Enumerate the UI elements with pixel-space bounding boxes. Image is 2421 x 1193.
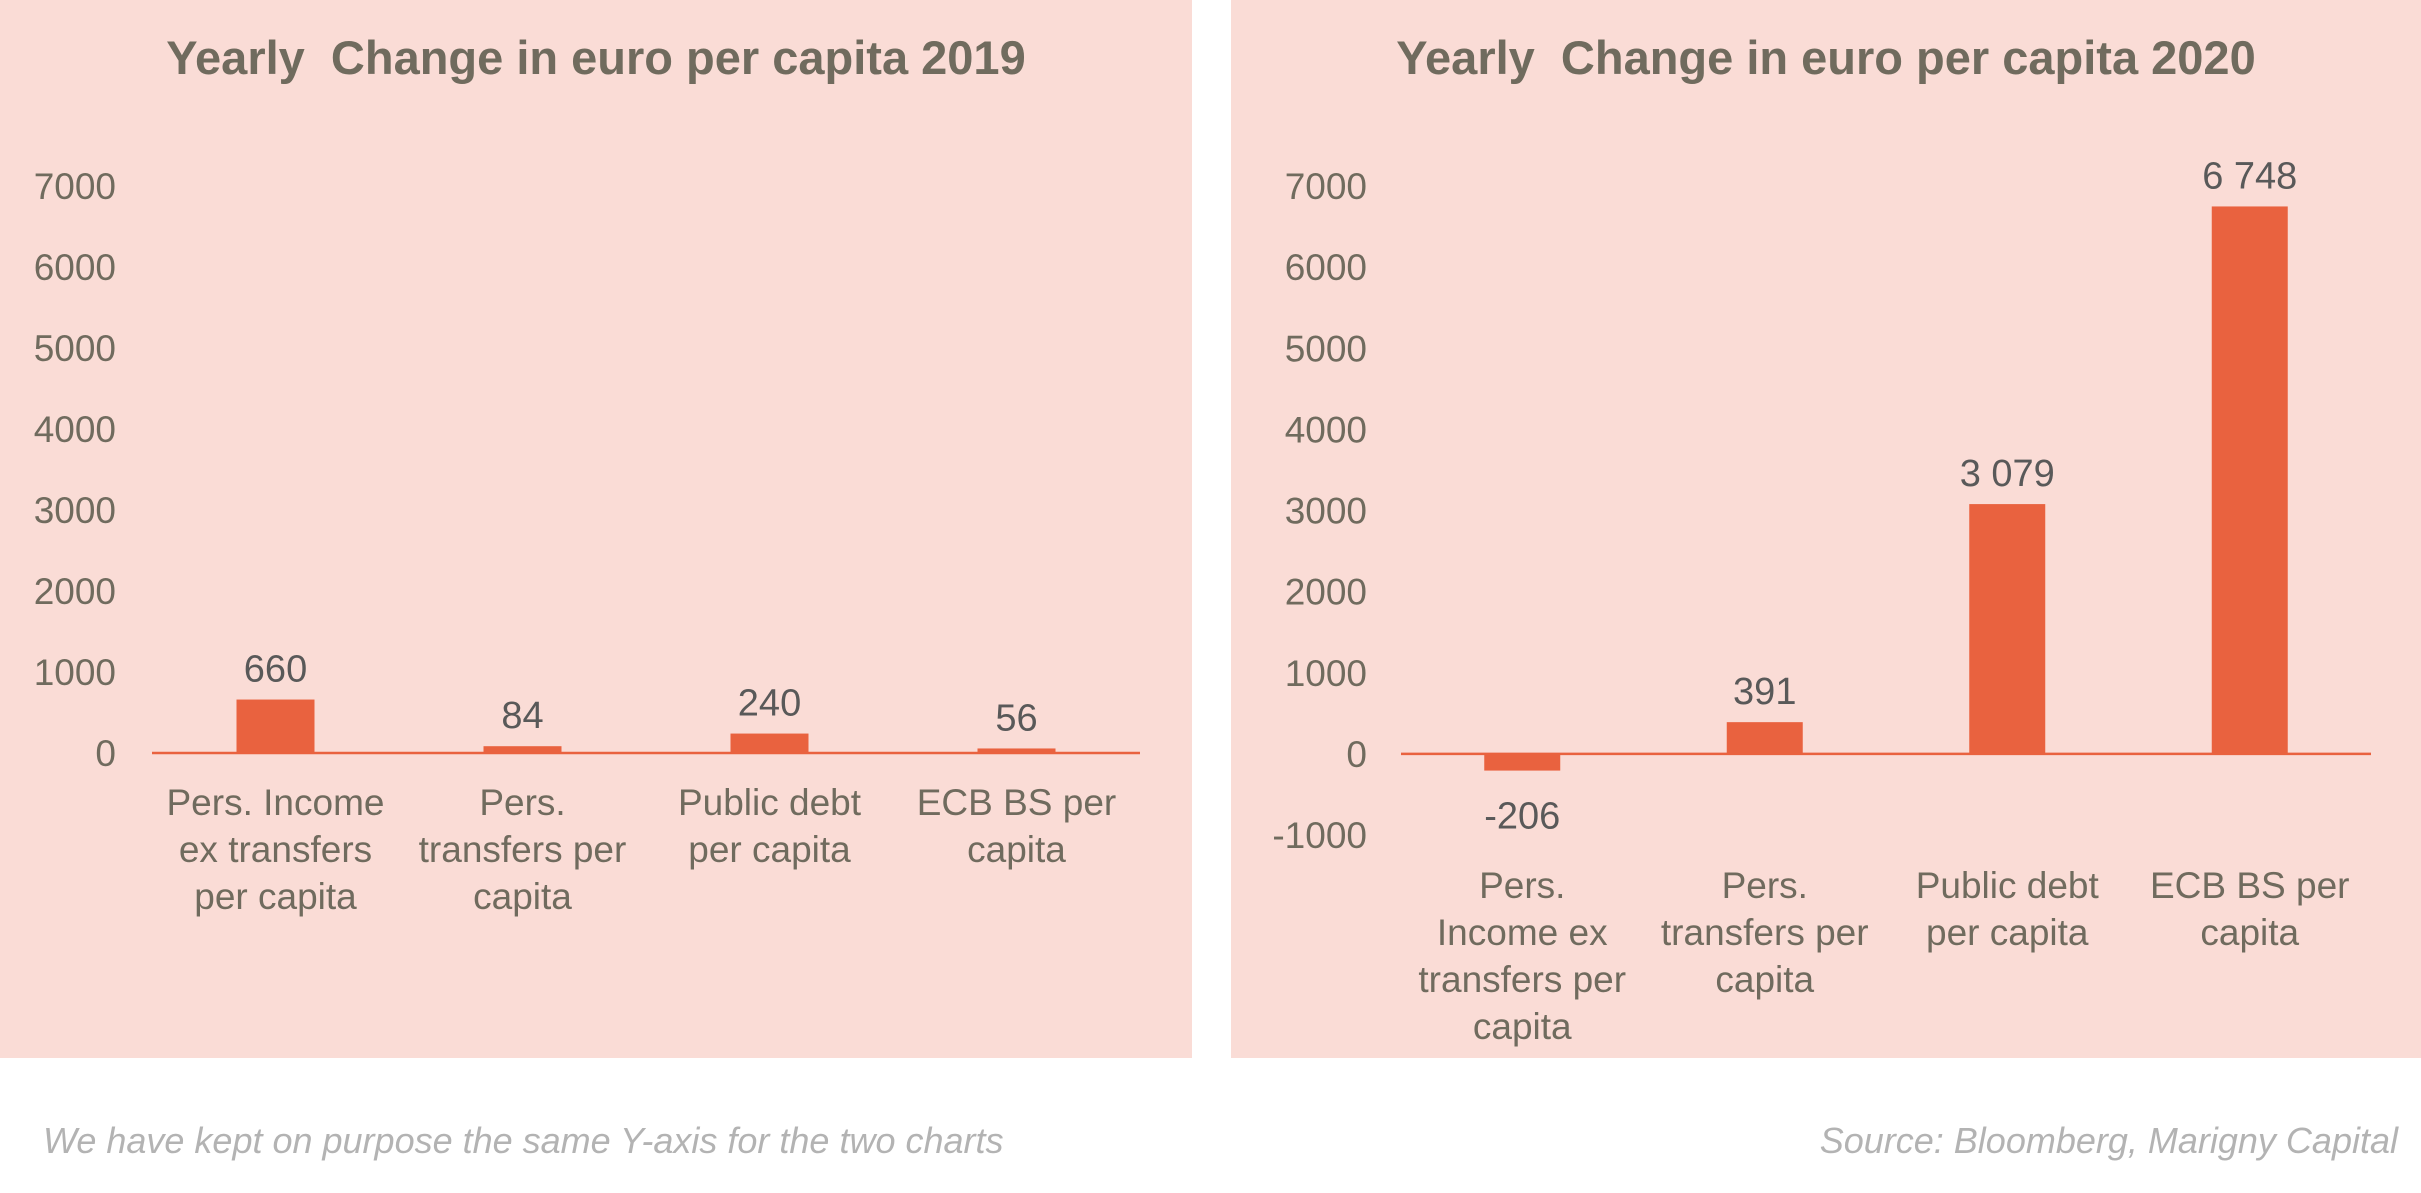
x-category-label: Pers. transfers per capita <box>1661 865 1869 1000</box>
chart-title-2020: Yearly Change in euro per capita 2020 <box>1396 31 2256 84</box>
x-category-label: Pers. Income ex transfers per capita <box>1418 865 1626 1047</box>
y-tick-label: 0 <box>1346 734 1367 775</box>
x-category-label: ECB BS per capita <box>917 782 1116 870</box>
source-note: Source: Bloomberg, Marigny Capital <box>1819 1120 2398 1161</box>
x-category-label-line: Pers. Income <box>167 782 385 823</box>
y-tick-label: 2000 <box>34 571 116 612</box>
data-label: -206 <box>1484 796 1560 838</box>
bar <box>1726 722 1803 754</box>
y-tick-label: 3000 <box>1285 491 1367 532</box>
bar <box>730 733 809 753</box>
x-category-label-line: per capita <box>1926 912 2089 953</box>
y-tick-label: 1000 <box>34 652 116 693</box>
y-tick-label: 7000 <box>1285 166 1367 207</box>
x-category-label-line: Pers. <box>1722 865 1808 906</box>
chart-title-2019: Yearly Change in euro per capita 2019 <box>166 31 1026 84</box>
x-category-label-line: ECB BS per <box>2150 865 2349 906</box>
data-label: 6 748 <box>2202 155 2297 197</box>
y-tick-label: -1000 <box>1272 815 1367 856</box>
chart-panel-2020: Yearly Change in euro per capita 2020 -1… <box>1231 0 2421 1058</box>
y-tick-label: 4000 <box>34 409 116 450</box>
x-category-label-line: Public debt <box>1916 865 2100 906</box>
x-category-label-line: Public debt <box>678 782 862 823</box>
x-category-label-line: capita <box>473 876 572 917</box>
x-category-label-line: ex transfers <box>179 829 372 870</box>
axis-note: We have kept on purpose the same Y-axis … <box>43 1120 1004 1161</box>
y-tick-label: 7000 <box>34 166 116 207</box>
y-tick-label: 0 <box>95 733 116 774</box>
data-label: 56 <box>995 697 1037 739</box>
bar <box>236 699 315 753</box>
bar <box>1969 504 2046 754</box>
x-category-label-line: transfers per <box>1418 959 1626 1000</box>
x-category-label-line: capita <box>967 829 1066 870</box>
x-category-label-line: transfers per <box>419 829 627 870</box>
data-label: 84 <box>501 695 543 737</box>
x-category-label-line: ECB BS per <box>917 782 1116 823</box>
data-label: 391 <box>1733 671 1796 713</box>
x-category-label-line: capita <box>2200 912 2299 953</box>
bar <box>977 748 1056 753</box>
x-category-label: ECB BS per capita <box>2150 865 2349 953</box>
y-tick-label: 4000 <box>1285 409 1367 450</box>
data-label: 3 079 <box>1960 453 2055 495</box>
chart-plot-2020: -1000 0 1000 2000 3000 4000 5000 6000 7000 -206 Pe… <box>1272 155 2371 1047</box>
bar <box>483 746 562 753</box>
x-category-label-line: Pers. <box>479 782 565 823</box>
y-tick-label: 6000 <box>34 247 116 288</box>
x-category-label: Public debt per capita <box>1916 865 2100 953</box>
bar <box>2211 206 2288 754</box>
x-category-label-line: per capita <box>194 876 357 917</box>
chart-plot-2019: 0 1000 2000 3000 4000 5000 6000 7000 660 Pers. In… <box>34 166 1140 917</box>
chart-panel-2019: Yearly Change in euro per capita 2019 0 1… <box>0 0 1192 1058</box>
x-category-label-line: capita <box>1473 1006 1572 1047</box>
y-tick-label: 2000 <box>1285 572 1367 613</box>
y-tick-label: 1000 <box>1285 653 1367 694</box>
data-label: 660 <box>244 649 307 691</box>
x-category-label: Pers. Income ex transfers per capita <box>167 782 385 917</box>
x-category-label-line: capita <box>1715 959 1814 1000</box>
y-tick-label: 5000 <box>34 328 116 369</box>
x-category-label: Pers. transfers per capita <box>419 782 627 917</box>
x-category-label-line: Income ex <box>1437 912 1608 953</box>
y-tick-label: 6000 <box>1285 247 1367 288</box>
x-category-label-line: per capita <box>688 829 851 870</box>
data-label: 240 <box>738 683 801 725</box>
y-tick-label: 3000 <box>34 490 116 531</box>
x-category-label-line: Pers. <box>1479 865 1565 906</box>
x-category-label: Public debt per capita <box>678 782 862 870</box>
bar <box>1484 753 1561 771</box>
x-category-label-line: transfers per <box>1661 912 1869 953</box>
y-tick-label: 5000 <box>1285 328 1367 369</box>
